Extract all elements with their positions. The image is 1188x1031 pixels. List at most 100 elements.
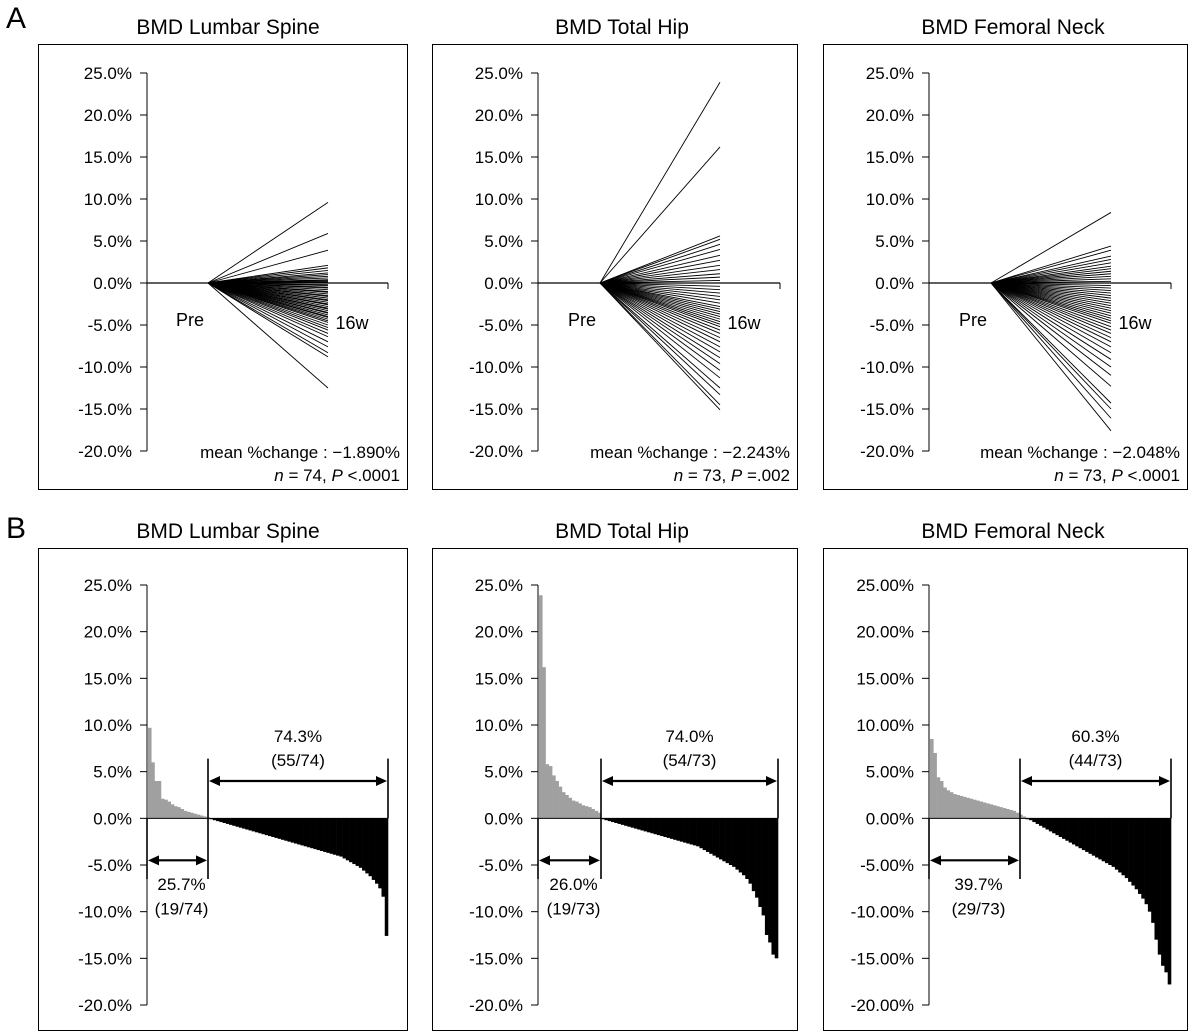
y-tick-label-a3: 5.0% xyxy=(875,232,914,251)
subject-line-a1 xyxy=(207,201,329,284)
gain-bar-b3 xyxy=(953,794,957,819)
subject-line-a3 xyxy=(990,245,1112,284)
y-tick-label-b2: -10.0% xyxy=(469,903,523,922)
subject-line-a2 xyxy=(599,273,721,284)
loss-bar-b2 xyxy=(702,818,707,851)
subject-line-a3 xyxy=(990,259,1112,284)
y-tick-label-a1: 5.0% xyxy=(93,232,132,251)
subject-line-a1 xyxy=(207,282,329,343)
x-label-16w-a3: 16w xyxy=(1118,313,1152,333)
x-label-16w-a1: 16w xyxy=(335,313,369,333)
gain-bar-b3 xyxy=(949,792,954,819)
gain-bar-b3 xyxy=(972,799,977,819)
loss-bar-b3 xyxy=(1141,818,1145,899)
gain-bar-b1 xyxy=(186,811,191,819)
y-tick-label-a3: 10.0% xyxy=(866,190,914,209)
subject-line-a1 xyxy=(207,282,329,331)
loss-bar-b2 xyxy=(692,818,697,846)
loss-bar-b3 xyxy=(1121,818,1126,876)
subject-line-a2 xyxy=(599,282,721,371)
chart-title-a-total-hip: BMD Total Hip xyxy=(555,16,689,39)
loss-bar-b1 xyxy=(287,818,291,842)
subject-line-a2 xyxy=(599,276,721,284)
chart-title-b-total-hip: BMD Total Hip xyxy=(555,520,689,543)
gain-bar-b2 xyxy=(555,781,559,819)
subject-line-a2 xyxy=(599,282,721,287)
loss-bar-b1 xyxy=(319,818,324,851)
subject-line-a2 xyxy=(599,82,721,284)
loss-bar-b2 xyxy=(738,818,743,873)
loss-bar-b3 xyxy=(1128,818,1132,882)
chart-title-b-femoral-neck: BMD Femoral Neck xyxy=(921,520,1105,543)
loss-bar-b1 xyxy=(212,818,217,821)
gain-bar-b2 xyxy=(542,667,546,819)
subject-line-a2 xyxy=(599,282,721,343)
loss-bar-b3 xyxy=(1042,818,1046,828)
x-label-pre-a1: Pre xyxy=(176,310,204,330)
loss-bar-b1 xyxy=(329,818,334,854)
loss-arrow-right-head-b1 xyxy=(376,776,387,786)
y-tick-label-a2: -20.0% xyxy=(469,442,523,461)
loss-bar-b3 xyxy=(1095,818,1099,858)
loss-bar-b2 xyxy=(604,818,609,821)
gain-bar-b1 xyxy=(199,815,204,819)
loss-bar-b3 xyxy=(1154,818,1159,940)
subject-line-a3 xyxy=(990,262,1112,284)
loss-bar-b3 xyxy=(1157,818,1162,955)
loss-bar-b2 xyxy=(607,818,612,822)
loss-bar-b2 xyxy=(686,818,690,844)
loss-bar-b1 xyxy=(248,818,253,831)
y-tick-label-a3: -15.0% xyxy=(860,400,914,419)
loss-bar-b3 xyxy=(1104,818,1109,864)
gain-bar-b2 xyxy=(591,809,595,819)
subject-line-a1 xyxy=(207,282,329,358)
loss-bar-b1 xyxy=(375,818,379,884)
loss-bar-b1 xyxy=(310,818,314,849)
loss-bar-b3 xyxy=(1075,818,1079,847)
loss-bar-b3 xyxy=(1081,818,1086,851)
y-tick-label-a1: 20.0% xyxy=(84,106,132,125)
subject-line-a3 xyxy=(990,282,1112,368)
loss-bar-b3 xyxy=(1091,818,1096,856)
subject-line-a2 xyxy=(599,282,721,294)
loss-bar-b3 xyxy=(1111,818,1116,867)
loss-bar-b1 xyxy=(332,818,337,855)
gain-count-b3: (29/73) xyxy=(952,899,1006,918)
gain-arrow-left-head-b3 xyxy=(930,855,941,866)
y-tick-label-b2: 10.0% xyxy=(475,716,523,735)
loss-bar-b2 xyxy=(755,818,759,898)
y-tick-label-b1: 25.0% xyxy=(84,576,132,595)
gain-bar-b1 xyxy=(177,807,181,819)
loss-bar-b2 xyxy=(712,818,717,856)
subject-line-a2 xyxy=(599,282,721,396)
loss-bar-b2 xyxy=(745,818,749,879)
y-tick-label-a1: -5.0% xyxy=(88,316,132,335)
gain-bar-b2 xyxy=(588,807,592,819)
panel-label-b: B xyxy=(6,512,27,545)
gain-bar-b2 xyxy=(575,801,579,819)
y-tick-label-a3: -10.0% xyxy=(860,358,914,377)
subject-line-a1 xyxy=(207,282,329,348)
gain-bar-b1 xyxy=(203,816,207,819)
y-tick-label-b2: 5.0% xyxy=(484,763,523,782)
loss-bar-b1 xyxy=(222,818,227,823)
loss-bar-b1 xyxy=(358,818,363,868)
loss-bar-b3 xyxy=(1065,818,1069,841)
loss-bar-b2 xyxy=(650,818,654,834)
subject-line-a3 xyxy=(990,282,1112,348)
y-tick-label-a3: -20.0% xyxy=(860,442,914,461)
stats-n_label-a2: n xyxy=(674,466,683,485)
loss-bar-b1 xyxy=(352,818,356,865)
loss-arrow-right-head-b3 xyxy=(1159,776,1170,786)
loss-bar-b1 xyxy=(229,818,233,825)
loss-bar-b3 xyxy=(1038,818,1043,826)
gain-bar-b3 xyxy=(966,797,970,819)
y-tick-label-a1: 15.0% xyxy=(84,148,132,167)
mean-change-a2: mean %change : −2.243% xyxy=(590,443,790,462)
loss-bar-b3 xyxy=(1088,818,1093,854)
gain-bar-b3 xyxy=(939,781,944,819)
loss-bar-b2 xyxy=(764,818,769,935)
y-tick-label-b1: 15.0% xyxy=(84,669,132,688)
loss-bar-b3 xyxy=(1151,818,1155,923)
loss-count-b2: (54/73) xyxy=(663,751,717,770)
